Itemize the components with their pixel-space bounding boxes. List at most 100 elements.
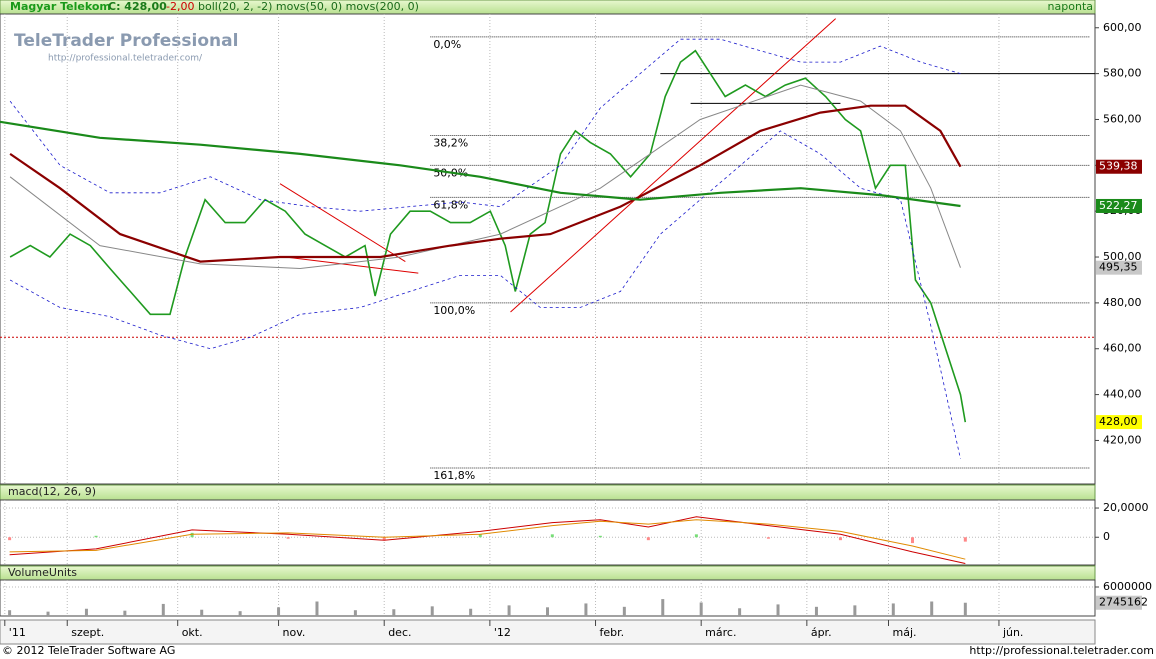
bar bbox=[766, 537, 770, 539]
indicators: boll(20, 2, -2) movs(50, 0) movs(200, 0) bbox=[198, 0, 419, 13]
last-value-box bbox=[1096, 198, 1142, 213]
last-value-box bbox=[1096, 260, 1142, 275]
fib-label: 38,2% bbox=[433, 137, 468, 150]
bar bbox=[353, 610, 357, 616]
fib-label: 0,0% bbox=[433, 38, 461, 51]
header-bar bbox=[0, 565, 1096, 581]
bar bbox=[430, 606, 434, 616]
bar bbox=[8, 610, 12, 616]
bar bbox=[699, 602, 703, 616]
x-tick-label: nov. bbox=[283, 626, 306, 639]
last-value-label: 522,27 bbox=[1099, 199, 1138, 212]
panel bbox=[0, 499, 1096, 566]
footer-url: http://professional.teletrader.com bbox=[969, 644, 1154, 657]
bar bbox=[286, 537, 290, 539]
last-value-label: 428,00 bbox=[1099, 415, 1138, 428]
y-tick-label: 20,0000 bbox=[1103, 501, 1149, 514]
close: C: 428,00 bbox=[108, 0, 167, 13]
x-tick-label: okt. bbox=[182, 626, 203, 639]
copyright: © 2012 TeleTrader Software AG bbox=[2, 644, 175, 657]
series-line bbox=[9, 519, 966, 560]
bar bbox=[478, 534, 482, 538]
last-value-label: 2745162 bbox=[1099, 596, 1148, 609]
change: -2,00 bbox=[166, 0, 194, 13]
bar bbox=[550, 534, 554, 538]
panel bbox=[0, 13, 1096, 485]
panel-title: VolumeUnits bbox=[8, 566, 77, 579]
x-tick-label: jún. bbox=[1002, 626, 1024, 639]
y-tick-label: 440,00 bbox=[1103, 388, 1142, 401]
bar bbox=[392, 609, 396, 616]
bar bbox=[891, 603, 895, 616]
header-bar bbox=[0, 484, 1096, 501]
bar bbox=[646, 537, 650, 541]
x-tick-label: '12 bbox=[494, 626, 511, 639]
y-tick-label: 420,00 bbox=[1103, 433, 1142, 446]
x-tick-label: ápr. bbox=[811, 626, 832, 639]
series-line bbox=[9, 516, 966, 564]
bar bbox=[930, 601, 934, 616]
series-line bbox=[0, 120, 961, 208]
panel-title: macd(12, 26, 9) bbox=[8, 485, 96, 498]
bar bbox=[963, 602, 967, 616]
bar bbox=[46, 611, 50, 616]
bar bbox=[200, 609, 204, 616]
bar bbox=[546, 607, 549, 616]
y-tick-label: 460,00 bbox=[1103, 342, 1142, 355]
annotation-line bbox=[285, 256, 419, 274]
y-tick-label: 580,00 bbox=[1103, 67, 1142, 80]
bar bbox=[277, 607, 281, 616]
bar bbox=[963, 537, 967, 542]
series-line bbox=[9, 49, 967, 423]
logo: TeleTrader Professional bbox=[14, 31, 238, 51]
series-line bbox=[9, 104, 962, 263]
y-tick-label: 600,00 bbox=[1103, 21, 1142, 34]
y-tick-label: 480,00 bbox=[1103, 296, 1142, 309]
fib-label: 100,0% bbox=[433, 304, 475, 317]
bar bbox=[8, 537, 12, 541]
instrument: Magyar Telekom bbox=[10, 0, 111, 13]
y-tick-label: 500,00 bbox=[1103, 250, 1142, 263]
x-tick-label: dec. bbox=[388, 626, 411, 639]
x-axis bbox=[0, 619, 1096, 645]
fib-label: 161,8% bbox=[433, 469, 475, 482]
bar bbox=[84, 608, 88, 616]
x-tick-label: szept. bbox=[71, 626, 104, 639]
bar bbox=[315, 601, 319, 616]
bar bbox=[238, 611, 242, 616]
bar bbox=[382, 537, 386, 541]
last-value-box bbox=[1096, 415, 1142, 430]
bar bbox=[598, 535, 602, 538]
y-tick-label: 6000000 bbox=[1103, 580, 1152, 593]
bar bbox=[469, 608, 473, 616]
bar bbox=[161, 603, 165, 616]
bar bbox=[123, 610, 127, 616]
bar bbox=[507, 605, 511, 616]
bar bbox=[738, 608, 742, 616]
x-tick-label: febr. bbox=[600, 626, 625, 639]
bar bbox=[622, 606, 626, 616]
bar bbox=[911, 537, 914, 544]
bar bbox=[190, 532, 194, 538]
last-value-label: 539,38 bbox=[1099, 160, 1138, 173]
y-tick-label: 560,00 bbox=[1103, 112, 1142, 125]
bar bbox=[694, 534, 698, 538]
x-tick-label: máj. bbox=[892, 626, 916, 639]
annotation-line bbox=[510, 18, 836, 313]
series-line bbox=[9, 130, 961, 459]
bar bbox=[838, 537, 842, 541]
logo-url: http://professional.teletrader.com/ bbox=[48, 54, 203, 64]
bar bbox=[776, 604, 780, 616]
bar bbox=[853, 605, 857, 616]
fib-label: 61,8% bbox=[433, 198, 468, 211]
bar bbox=[584, 603, 588, 616]
last-value-box bbox=[1096, 159, 1142, 174]
last-value-label: 495,35 bbox=[1099, 261, 1138, 274]
period: naponta bbox=[1048, 0, 1093, 13]
bar bbox=[661, 599, 665, 616]
bar bbox=[94, 535, 98, 538]
y-tick-label: 0 bbox=[1103, 530, 1110, 543]
bar bbox=[814, 606, 818, 616]
last-value-box bbox=[1096, 595, 1142, 610]
